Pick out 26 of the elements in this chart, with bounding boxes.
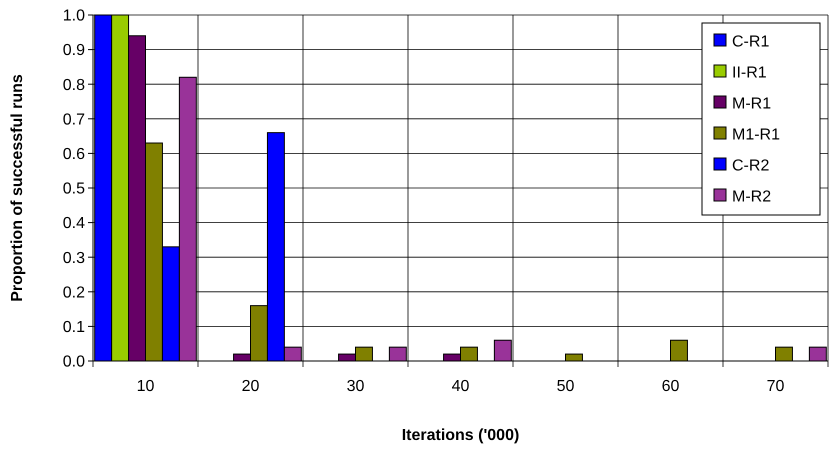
x-axis-title: Iterations ('000) — [402, 427, 520, 444]
y-axis-title: Proportion of successful runs — [9, 74, 26, 302]
y-tick-label: 0.5 — [62, 180, 86, 198]
y-tick-label: 0.6 — [62, 146, 86, 163]
x-tick-label: 70 — [766, 378, 784, 395]
legend-label: C-R1 — [732, 34, 770, 51]
legend-label: M-R1 — [732, 96, 772, 113]
x-tick-label: 10 — [136, 378, 154, 395]
x-tick-label: 20 — [242, 378, 260, 395]
y-tick-label: 0.4 — [62, 215, 86, 232]
y-tick-label: 0.0 — [62, 354, 86, 371]
legend-label: M-R2 — [732, 188, 772, 206]
legend-label: M1-R1 — [732, 126, 780, 144]
y-tick-label: 0.8 — [62, 76, 86, 94]
legend-label: C-R2 — [732, 158, 770, 175]
y-tick-label: 0.9 — [62, 42, 86, 60]
y-tick-label: 0.2 — [62, 284, 86, 302]
x-tick-label: 40 — [452, 378, 470, 395]
legend-label: II-R1 — [732, 64, 767, 82]
y-tick-label: 1.0 — [62, 8, 86, 25]
y-tick-label: 0.7 — [62, 111, 86, 128]
x-tick-label: 30 — [346, 378, 364, 395]
x-tick-label: 60 — [662, 378, 680, 395]
y-tick-label: 0.3 — [62, 250, 86, 267]
x-tick-label: 50 — [556, 378, 574, 395]
y-tick-label: 0.1 — [62, 319, 86, 336]
